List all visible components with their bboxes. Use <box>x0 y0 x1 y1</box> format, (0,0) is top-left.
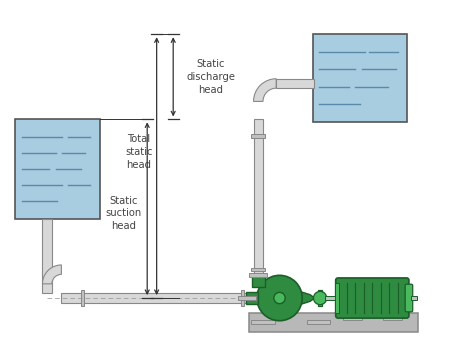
Bar <box>238 296 256 300</box>
Bar <box>335 283 339 313</box>
FancyBboxPatch shape <box>405 284 413 312</box>
FancyBboxPatch shape <box>249 313 419 332</box>
Wedge shape <box>254 79 276 101</box>
Bar <box>318 290 322 306</box>
Bar <box>251 134 265 138</box>
Bar <box>276 79 314 88</box>
Bar <box>81 290 84 306</box>
Polygon shape <box>282 286 315 310</box>
Circle shape <box>313 291 327 305</box>
Text: Total
static
head: Total static head <box>125 134 153 170</box>
Bar <box>246 292 258 304</box>
Circle shape <box>257 275 302 321</box>
Text: Static
discharge
head: Static discharge head <box>186 59 236 95</box>
Wedge shape <box>43 265 61 284</box>
Bar <box>251 268 265 271</box>
Bar <box>15 119 100 219</box>
Bar <box>43 219 52 293</box>
Text: Static
suction
head: Static suction head <box>105 196 142 231</box>
Bar <box>307 320 330 324</box>
Bar <box>249 273 267 276</box>
Bar <box>343 315 362 319</box>
Bar <box>241 290 244 306</box>
Bar <box>252 275 265 287</box>
Circle shape <box>274 292 285 304</box>
FancyBboxPatch shape <box>336 278 409 318</box>
Bar <box>313 34 407 122</box>
Bar <box>251 320 275 324</box>
Bar <box>254 119 263 277</box>
Bar <box>61 293 254 303</box>
Bar <box>411 296 417 300</box>
Bar <box>383 315 402 319</box>
Bar <box>325 296 338 300</box>
